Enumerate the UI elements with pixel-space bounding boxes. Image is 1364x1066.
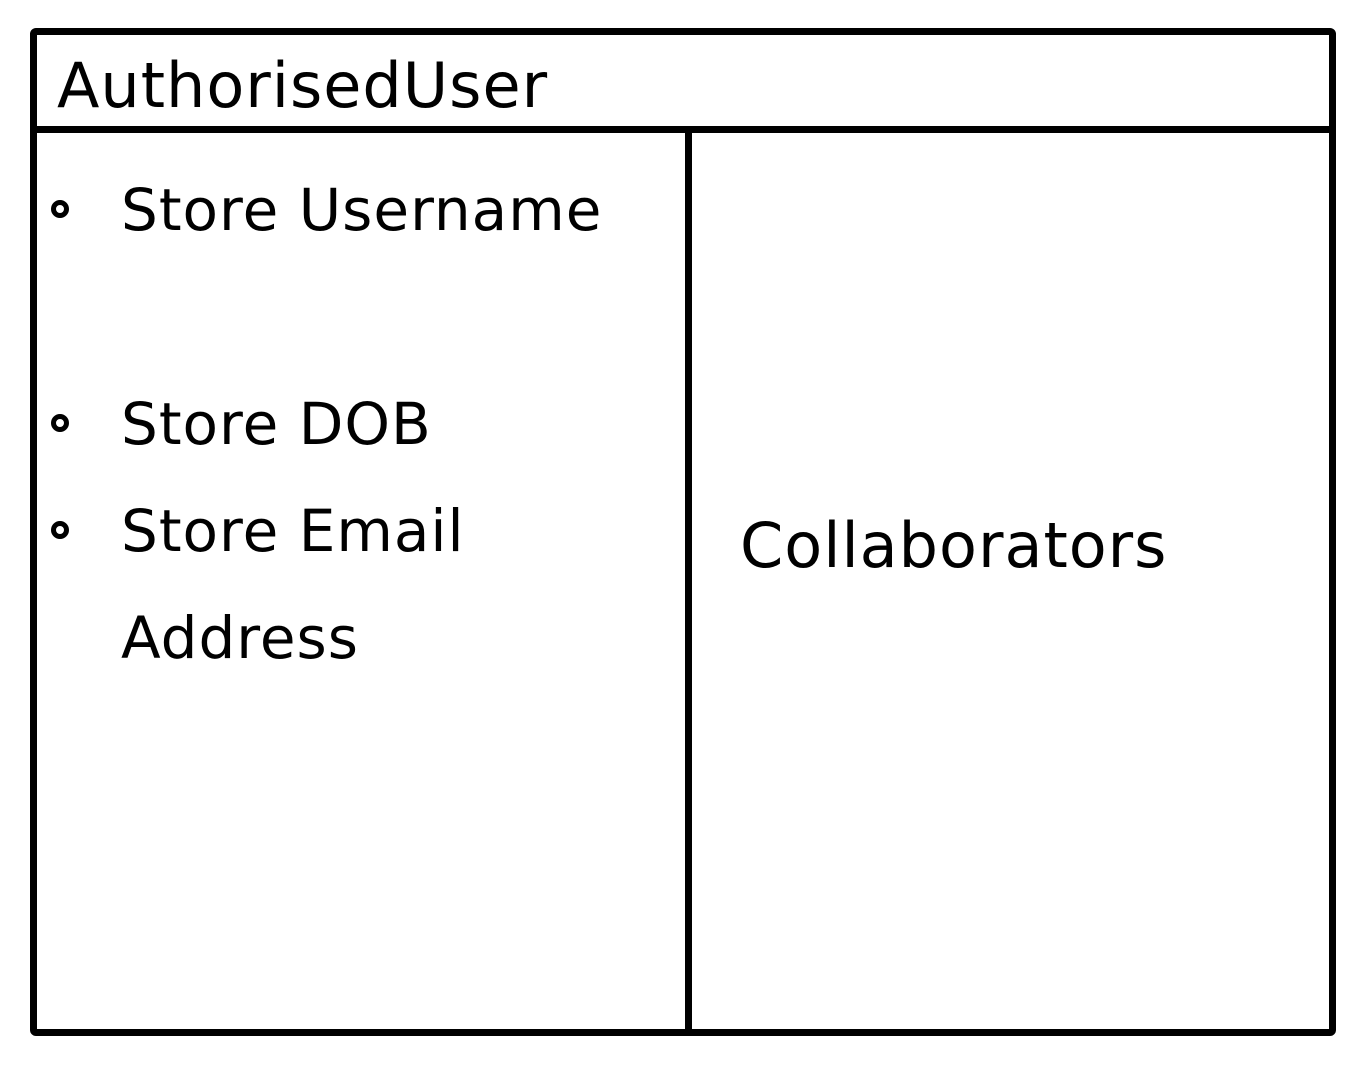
bullet-icon: [51, 521, 69, 539]
responsibility-text: Store DOB: [121, 390, 432, 458]
bullet-icon: [51, 414, 69, 432]
collaborators-section: Collaborators: [692, 133, 1329, 1029]
card-header: AuthorisedUser: [37, 35, 1329, 133]
crc-card: AuthorisedUser Store Username Store DOB …: [30, 28, 1336, 1036]
column-divider: [685, 133, 692, 1029]
class-name: AuthorisedUser: [57, 49, 549, 122]
responsibilities-section: Store Username Store DOB Store Email Add…: [37, 133, 685, 1029]
responsibility-text: Store Email Address: [121, 497, 465, 672]
bullet-icon: [51, 200, 69, 218]
responsibility-text: Store Username: [121, 176, 603, 244]
collaborators-label: Collaborators: [740, 509, 1168, 582]
